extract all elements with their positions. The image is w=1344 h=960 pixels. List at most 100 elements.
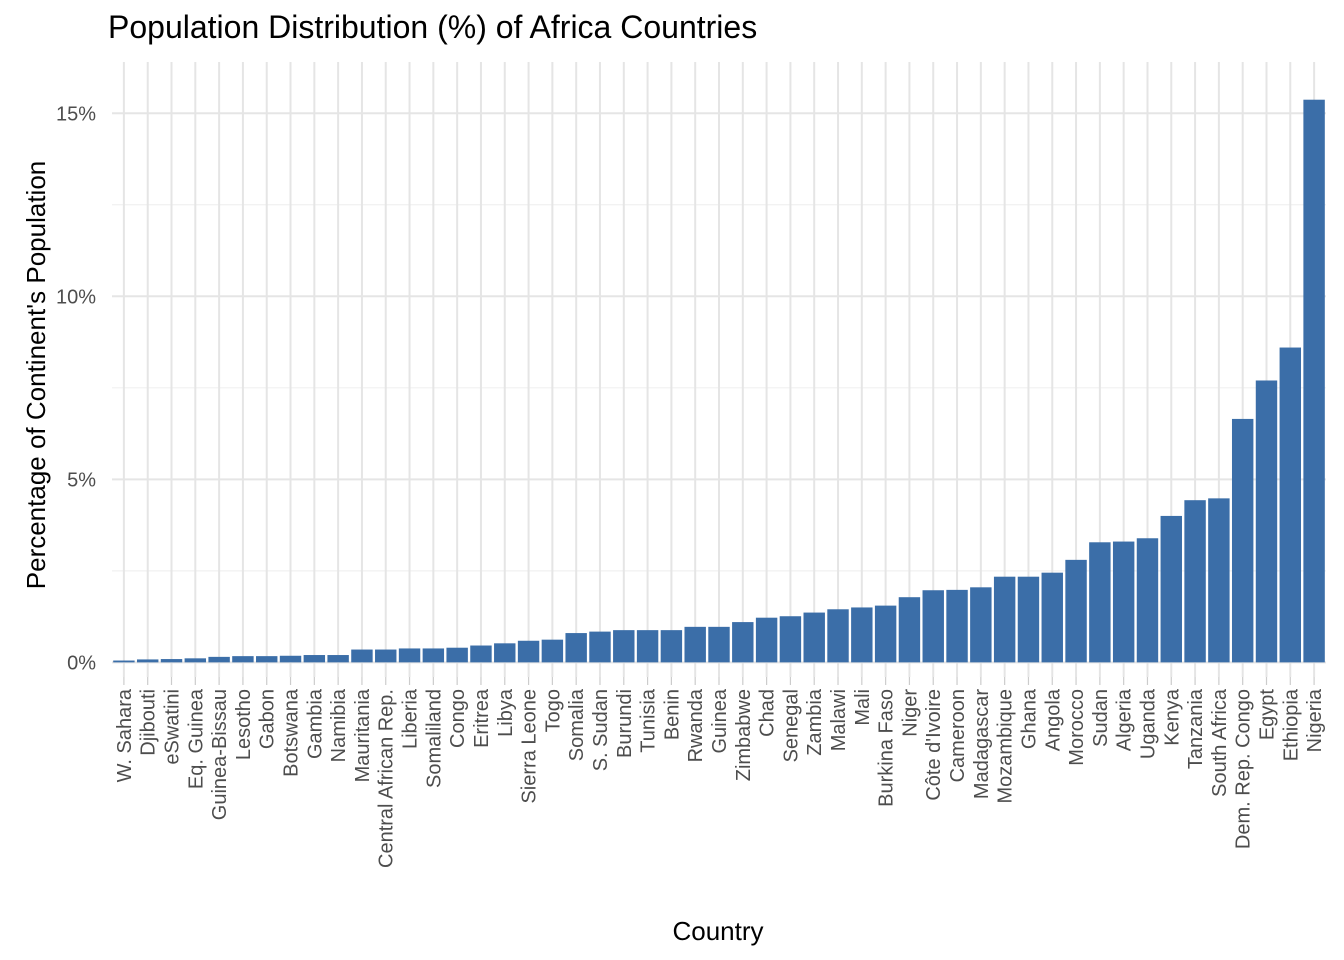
x-tick-label: Madagascar [971,689,993,799]
x-tick-label: Benin [661,689,683,740]
x-tick-label: Senegal [780,689,802,762]
x-tick-label: Kenya [1161,688,1183,746]
bar [136,659,159,663]
x-tick-label: Djibouti [138,689,160,756]
x-tick-label: Côte d'Ivoire [923,689,945,801]
bar [636,630,659,663]
x-tick-label: Eritrea [471,688,493,748]
x-tick-label: Ghana [1018,688,1040,749]
bar [1065,559,1087,663]
x-tick-label: S. Sudan [590,689,612,771]
x-tick-label: Rwanda [685,688,707,762]
bar [1303,99,1325,663]
bar [970,587,992,663]
x-tick-label: Niger [899,689,921,737]
x-tick-label: Namibia [328,688,350,762]
x-tick-label: Zimbabwe [733,689,755,781]
bar [113,660,135,663]
x-tick-label: Guinea [709,688,731,753]
x-tick-label: Chad [757,689,779,737]
x-tick-label: Sierra Leone [519,689,541,804]
x-tick-label: Tunisia [638,688,660,753]
y-tick-label: 0% [67,652,96,674]
y-tick-label: 10% [56,286,96,308]
bar [1255,380,1278,663]
x-tick-label: Togo [542,689,564,732]
x-tick-label: Angola [1042,688,1064,751]
bar [660,630,683,663]
bar [1184,500,1206,663]
x-tick-label: W. Sahara [114,688,136,782]
bar [517,640,540,663]
x-tick-label: Egypt [1256,689,1278,741]
x-tick-label: Malawi [828,689,850,751]
x-tick-label: Algeria [1114,688,1136,751]
x-tick-label: Lesotho [233,689,255,760]
bar [327,655,349,663]
x-tick-label: Somalia [566,688,588,761]
y-tick-label: 15% [56,103,96,125]
x-tick-label: Burkina Faso [876,689,898,807]
bar [1089,542,1111,663]
x-tick-label: Dem. Rep. Congo [1233,689,1255,849]
bar [755,617,778,663]
x-tick-label: Burundi [614,689,636,758]
bar [1208,498,1230,663]
x-tick-label: Sudan [1090,689,1112,747]
bar [279,655,302,663]
x-tick-label: South Africa [1209,688,1231,797]
bars [113,99,1325,663]
x-tick-label: Guinea-Bissau [209,689,231,820]
bar [160,659,183,663]
bar [779,616,802,663]
bar [256,656,278,663]
bar [827,609,849,663]
x-tick-label: Libya [495,688,517,737]
bar [565,633,587,663]
bar [732,622,754,663]
bar [184,658,207,663]
bar [803,612,825,663]
bar [232,656,254,663]
x-axis-ticks: W. Sahara Djibouti eSwatini Eq. Guinea Guine… [114,677,1326,868]
x-tick-label: Central African Rep. [376,689,398,868]
bar [375,649,397,663]
bar [303,655,326,663]
x-tick-label: Mauritania [352,688,374,782]
x-tick-label: Eq. Guinea [185,688,207,789]
bar [946,589,968,663]
bar [874,605,897,663]
bar [208,656,230,663]
x-tick-label: Gabon [257,689,279,749]
x-tick-label: Mozambique [995,689,1017,804]
bar [993,576,1016,663]
x-tick-label: Tanzania [1185,688,1207,769]
bar [922,590,944,663]
bar [589,631,611,663]
bar [1160,515,1182,663]
x-axis-title: Country [672,916,763,946]
y-axis-title: Percentage of Continent's Population [21,161,51,589]
x-tick-label: Botswana [281,688,303,777]
x-tick-label: Congo [447,689,469,748]
x-tick-label: Somaliland [423,689,445,788]
bar [446,647,468,663]
x-tick-label: Cameroon [947,689,969,782]
x-tick-label: Morocco [1066,689,1088,766]
x-tick-label: Zambia [804,688,826,756]
bar [1112,541,1135,663]
bar [1279,347,1302,663]
bar [1136,538,1159,663]
bar [1041,572,1063,663]
bar [684,626,706,663]
bar [898,597,921,663]
y-axis-ticks: 0% 5% 10% 15% [56,103,96,674]
x-tick-label: Gambia [304,688,326,759]
bar [422,648,445,663]
bar [613,630,635,663]
chart-title: Population Distribution (%) of Africa Co… [108,9,757,45]
bar [351,649,373,663]
x-tick-label: Liberia [400,688,422,749]
bar [541,639,564,663]
bar [1017,576,1040,663]
